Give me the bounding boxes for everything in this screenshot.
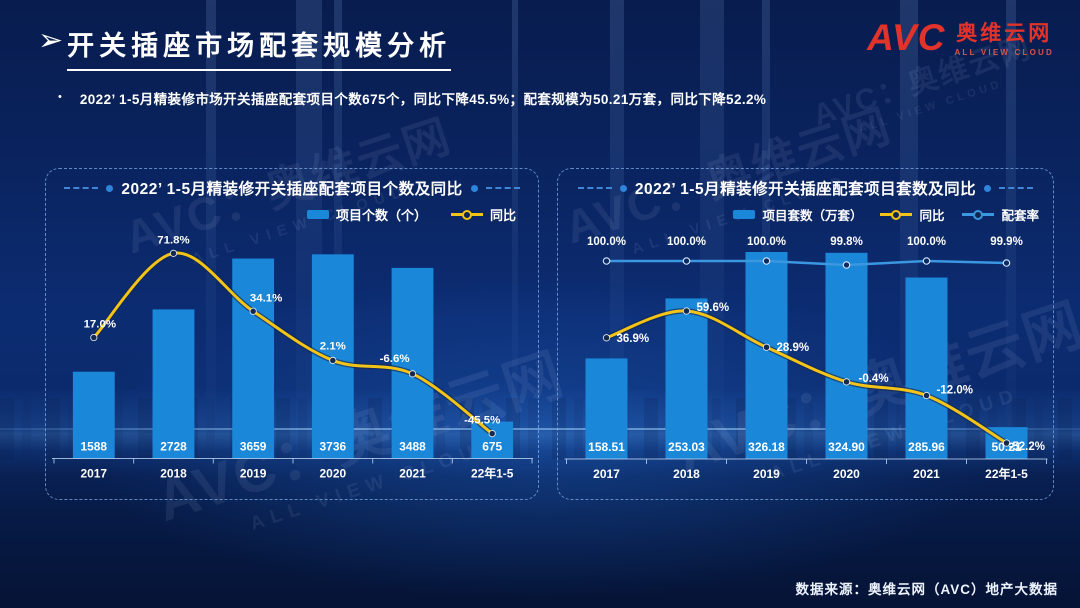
summary-bullet: • 2022’ 1-5月精装修市场开关插座配套项目个数675个，同比下降45.5… [58, 88, 938, 108]
svg-text:71.8%: 71.8% [157, 234, 189, 246]
chart-canvas-volume: 36.9% 59.6% 28.9% -0.4% -12.0% -52.2% 100.0% 10… [564, 236, 1048, 481]
svg-text:-45.5%: -45.5% [464, 415, 500, 427]
slide-title-text: 开关插座市场配套规模分析 [67, 24, 452, 71]
chart-title-row: 2022’ 1-5月精装修开关插座配套项目个数及同比 [46, 177, 538, 199]
svg-text:100.0%: 100.0% [747, 236, 786, 248]
legend-label: 配套率 [1001, 209, 1039, 223]
svg-text:253.03: 253.03 [668, 440, 705, 454]
svg-text:-6.6%: -6.6% [380, 353, 410, 365]
svg-text:22年1-5: 22年1-5 [471, 465, 514, 480]
avc-logo-letters: AVC [867, 17, 946, 58]
title-ornament-dot [470, 184, 478, 192]
svg-text:1588: 1588 [81, 440, 108, 454]
svg-text:2020: 2020 [320, 466, 347, 480]
svg-text:100.0%: 100.0% [667, 236, 706, 248]
svg-text:34.1%: 34.1% [250, 292, 282, 304]
svg-text:2020: 2020 [833, 467, 860, 481]
svg-text:100.0%: 100.0% [907, 236, 946, 248]
chart-canvas-count: 17.0% 71.8% 34.1% 2.1% -6.6% -45.5% 1588 2728 36… [51, 234, 534, 480]
chart-panel-volume: 2022’ 1-5月精装修开关插座配套项目套数及同比 项目套数（万套） 同比 配… [557, 168, 1054, 500]
svg-text:158.51: 158.51 [588, 440, 625, 454]
bullet-marker: • [58, 91, 62, 103]
legend: 项目个数（个） 同比 [306, 205, 516, 224]
legend-label: 同比 [919, 209, 945, 223]
svg-text:285.96: 285.96 [908, 440, 945, 454]
chart-panel-count: 2022’ 1-5月精装修开关插座配套项目个数及同比 项目个数（个） 同比 17… [45, 168, 539, 500]
svg-text:2017: 2017 [593, 467, 620, 481]
legend-item-yoy: 同比 [450, 205, 516, 224]
title-ornament-dot [619, 184, 627, 192]
title-ornament-dot [984, 184, 992, 192]
svg-text:-52.2%: -52.2% [1009, 441, 1045, 453]
title-ornament-dash [577, 187, 612, 189]
svg-text:675: 675 [482, 440, 502, 454]
svg-text:3736: 3736 [320, 440, 347, 454]
legend-line-swatch-icon [880, 213, 913, 216]
legend-item-rate: 配套率 [962, 205, 1039, 224]
svg-text:2021: 2021 [399, 466, 426, 480]
svg-text:2019: 2019 [753, 467, 780, 481]
svg-text:326.18: 326.18 [748, 440, 785, 454]
legend-item-bars: 项目个数（个） [306, 205, 427, 224]
chart-title: 2022’ 1-5月精装修开关插座配套项目个数及同比 [121, 181, 463, 198]
svg-text:2728: 2728 [160, 440, 187, 454]
svg-text:50.21: 50.21 [991, 440, 1021, 454]
chart-title: 2022’ 1-5月精装修开关插座配套项目套数及同比 [634, 181, 977, 198]
svg-text:28.9%: 28.9% [777, 342, 810, 354]
title-arrow-icon: ➢ [38, 24, 64, 57]
svg-text:-0.4%: -0.4% [859, 373, 889, 385]
svg-text:36.9%: 36.9% [617, 333, 650, 345]
svg-text:3659: 3659 [240, 440, 267, 454]
svg-text:17.0%: 17.0% [84, 319, 116, 331]
legend-label: 同比 [489, 208, 516, 223]
svg-text:100.0%: 100.0% [587, 236, 626, 248]
svg-text:2019: 2019 [240, 466, 267, 480]
chart-title-row: 2022’ 1-5月精装修开关插座配套项目套数及同比 [558, 177, 1053, 199]
svg-text:99.9%: 99.9% [990, 236, 1023, 248]
svg-text:2018: 2018 [160, 466, 187, 480]
title-ornament-dot [106, 184, 114, 192]
legend-bar-swatch-icon [306, 210, 329, 219]
legend-item-yoy: 同比 [880, 205, 944, 224]
legend-line-swatch-icon [450, 213, 483, 216]
title-ornament-dash [999, 187, 1034, 189]
avc-logo-cn: 奥维云网 [956, 22, 1053, 45]
data-source-footer: 数据来源：奥维云网（AVC）地产大数据 [795, 582, 1058, 597]
avc-logo-en: ALL VIEW CLOUD [954, 48, 1054, 57]
svg-text:22年1-5: 22年1-5 [985, 466, 1028, 481]
legend-line-swatch-icon [962, 213, 995, 216]
legend-item-bars: 项目套数（万套） [733, 205, 862, 224]
svg-text:324.90: 324.90 [828, 440, 865, 454]
svg-text:-12.0%: -12.0% [937, 385, 973, 397]
legend-label: 项目个数（个） [335, 208, 427, 223]
svg-text:99.8%: 99.8% [830, 236, 863, 248]
legend-label: 项目套数（万套） [762, 209, 863, 223]
svg-text:59.6%: 59.6% [697, 302, 730, 314]
svg-text:2018: 2018 [673, 467, 700, 481]
avc-logo: AVC 奥维云网 ALL VIEW CLOUD [867, 17, 1054, 58]
slide-title: ➢ 开关插座市场配套规模分析 [38, 24, 452, 71]
title-ornament-dash [485, 187, 520, 189]
svg-text:2021: 2021 [913, 467, 940, 481]
legend: 项目套数（万套） 同比 配套率 [733, 205, 1039, 224]
legend-bar-swatch-icon [733, 210, 756, 219]
svg-text:3488: 3488 [399, 440, 426, 454]
bullet-text: 2022’ 1-5月精装修市场开关插座配套项目个数675个，同比下降45.5%；… [79, 92, 767, 107]
title-ornament-dash [64, 187, 99, 189]
svg-text:2017: 2017 [81, 466, 108, 480]
svg-text:2.1%: 2.1% [320, 340, 346, 352]
